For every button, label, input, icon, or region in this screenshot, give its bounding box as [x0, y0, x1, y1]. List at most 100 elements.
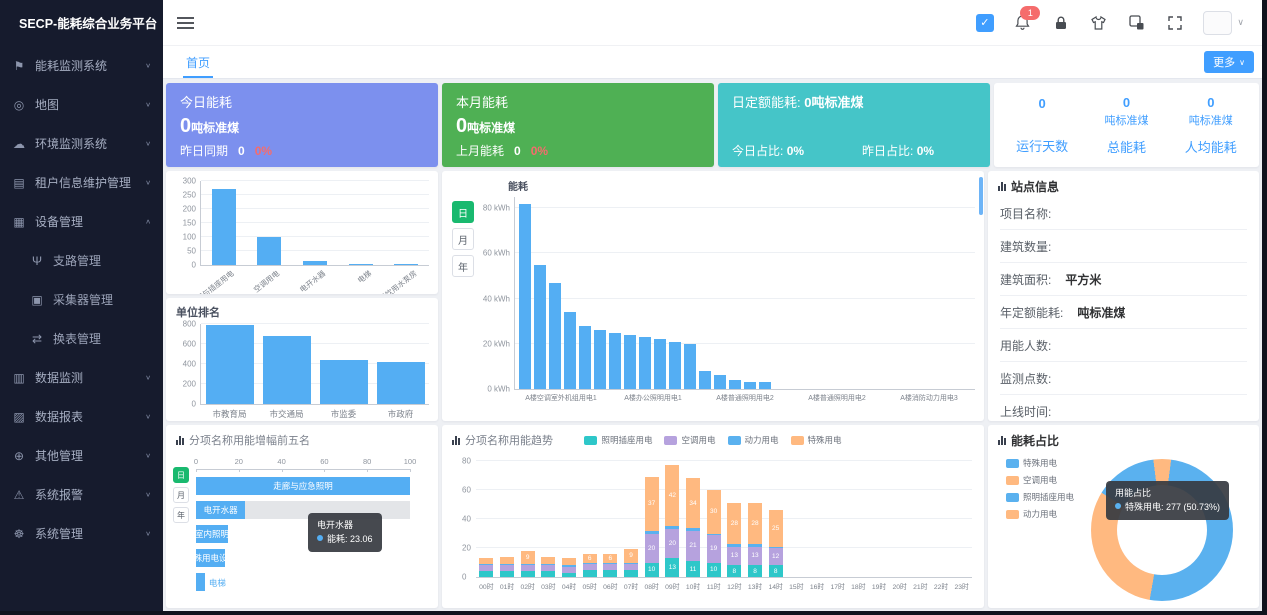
- stack-segment-动力用电[interactable]: [644, 530, 659, 534]
- stack-segment-空调用电[interactable]: [541, 565, 556, 572]
- period-button-月[interactable]: 月: [452, 228, 474, 250]
- stack-segment-空调用电[interactable]: 13: [727, 546, 742, 566]
- stack-segment-特殊用电[interactable]: 9: [520, 550, 535, 564]
- stack-segment-动力用电[interactable]: [624, 562, 638, 564]
- stack-segment-动力用电[interactable]: [500, 563, 514, 566]
- stack-segment-空调用电[interactable]: [624, 563, 638, 570]
- hbar[interactable]: 特殊用电设备: [185, 549, 236, 567]
- stack-segment-特殊用电[interactable]: [541, 556, 556, 564]
- stack-segment-空调用电[interactable]: [500, 565, 514, 572]
- legend-item-特殊用电[interactable]: 特殊用电: [1006, 457, 1074, 469]
- stack-segment-特殊用电[interactable]: 34: [686, 478, 700, 528]
- stack-segment-照明插座用电[interactable]: 8: [768, 565, 783, 577]
- bar[interactable]: [684, 343, 696, 389]
- stack-segment-照明插座用电[interactable]: [624, 569, 638, 577]
- bar[interactable]: [394, 263, 419, 265]
- stack-segment-动力用电[interactable]: [686, 527, 700, 531]
- stack-segment-照明插座用电[interactable]: 10: [644, 562, 659, 577]
- stack-segment-照明插座用电[interactable]: [562, 572, 576, 577]
- bar[interactable]: [624, 334, 636, 389]
- legend-item-空调用电[interactable]: 空调用电: [664, 434, 716, 446]
- stack-segment-空调用电[interactable]: [520, 565, 535, 572]
- bar[interactable]: [609, 332, 621, 389]
- stack-segment-动力用电[interactable]: [562, 565, 576, 567]
- stack-segment-照明插座用电[interactable]: [479, 571, 494, 577]
- stack-segment-动力用电[interactable]: [541, 563, 556, 566]
- stack-segment-空调用电[interactable]: [479, 565, 494, 572]
- stack-segment-特殊用电[interactable]: 6: [582, 553, 597, 563]
- legend-item-照明插座用电[interactable]: 照明插座用电: [584, 434, 652, 446]
- stack-segment-动力用电[interactable]: [665, 526, 680, 530]
- period-button-年[interactable]: 年: [173, 507, 189, 523]
- period-button-日[interactable]: 日: [173, 467, 189, 483]
- sidebar-item-其他管理[interactable]: ⊕ 其他管理 ∨: [0, 436, 163, 475]
- sidebar-item-租户信息维护管理[interactable]: ▤ 租户信息维护管理 ∨: [0, 163, 163, 202]
- lock-icon[interactable]: [1051, 13, 1070, 32]
- hbar[interactable]: 电开水器: [196, 501, 246, 519]
- bar[interactable]: [654, 339, 666, 389]
- bar[interactable]: [549, 282, 561, 389]
- sidebar-item-系统管理[interactable]: ☸ 系统管理 ∨: [0, 514, 163, 553]
- stack-segment-照明插座用电[interactable]: [603, 569, 618, 577]
- stack-segment-照明插座用电[interactable]: 11: [686, 561, 700, 577]
- hbar[interactable]: [196, 573, 205, 591]
- bar[interactable]: [669, 341, 681, 389]
- period-button-年[interactable]: 年: [452, 255, 474, 277]
- more-button[interactable]: 更多 ∨: [1204, 51, 1254, 73]
- hbar[interactable]: 走廊与应急照明: [196, 477, 410, 495]
- card-scrollbar[interactable]: [979, 177, 983, 215]
- sidebar-item-环境监测系统[interactable]: ☁ 环境监测系统 ∨: [0, 124, 163, 163]
- tab-home[interactable]: 首页: [183, 47, 214, 78]
- bar[interactable]: [744, 382, 756, 389]
- language-switch-icon[interactable]: [1127, 13, 1146, 32]
- sidebar-item-系统报警[interactable]: ⚠ 系统报警 ∨: [0, 475, 163, 514]
- legend-item-空调用电[interactable]: 空调用电: [1006, 474, 1074, 486]
- stack-segment-特殊用电[interactable]: 9: [624, 549, 638, 563]
- stack-segment-动力用电[interactable]: [727, 543, 742, 547]
- stack-segment-空调用电[interactable]: [562, 566, 576, 573]
- stack-segment-动力用电[interactable]: [706, 533, 721, 535]
- stack-segment-照明插座用电[interactable]: 13: [665, 558, 680, 577]
- bar[interactable]: [348, 263, 373, 265]
- stack-segment-特殊用电[interactable]: 28: [727, 503, 742, 544]
- legend-item-照明插座用电[interactable]: 照明插座用电: [1006, 491, 1074, 503]
- bar[interactable]: [564, 312, 576, 389]
- legend-item-特殊用电[interactable]: 特殊用电: [790, 434, 842, 446]
- bar[interactable]: [759, 382, 771, 389]
- bar[interactable]: [262, 335, 311, 404]
- sidebar-item-设备管理[interactable]: ▦ 设备管理 ∧: [0, 202, 163, 241]
- bar[interactable]: [534, 264, 546, 389]
- fullscreen-icon[interactable]: [1165, 13, 1184, 32]
- sidebar-item-数据监测[interactable]: ▥ 数据监测 ∨: [0, 358, 163, 397]
- hamburger-menu-icon[interactable]: [177, 14, 194, 32]
- check-square-icon[interactable]: ✓: [975, 13, 994, 32]
- stack-segment-特殊用电[interactable]: [562, 558, 576, 566]
- sidebar-subitem-采集器管理[interactable]: ▣ 采集器管理: [0, 280, 163, 319]
- stack-segment-照明插座用电[interactable]: 8: [727, 565, 742, 577]
- legend-item-动力用电[interactable]: 动力用电: [727, 434, 779, 446]
- stack-segment-动力用电[interactable]: [520, 563, 535, 566]
- stack-segment-动力用电[interactable]: [748, 543, 762, 547]
- stack-segment-照明插座用电[interactable]: [520, 571, 535, 577]
- stack-segment-特殊用电[interactable]: 30: [706, 490, 721, 534]
- stack-segment-空调用电[interactable]: [603, 563, 618, 570]
- bar[interactable]: [376, 362, 425, 404]
- stack-segment-照明插座用电[interactable]: 10: [706, 562, 721, 577]
- stack-segment-照明插座用电[interactable]: [582, 569, 597, 577]
- stack-segment-空调用电[interactable]: 13: [748, 546, 762, 566]
- theme-tshirt-icon[interactable]: [1089, 13, 1108, 32]
- sidebar-subitem-支路管理[interactable]: Ψ 支路管理: [0, 241, 163, 280]
- bar[interactable]: [205, 324, 254, 404]
- bar[interactable]: [714, 375, 726, 389]
- bar[interactable]: [699, 370, 711, 389]
- stack-segment-照明插座用电[interactable]: [500, 571, 514, 577]
- user-avatar-menu[interactable]: ∨: [1203, 10, 1244, 35]
- stack-segment-特殊用电[interactable]: 42: [665, 465, 680, 527]
- period-button-月[interactable]: 月: [173, 487, 189, 503]
- sidebar-item-地图[interactable]: ◎ 地图 ∨: [0, 85, 163, 124]
- stack-segment-空调用电[interactable]: 20: [644, 533, 659, 563]
- stack-segment-空调用电[interactable]: 21: [686, 530, 700, 562]
- stack-segment-动力用电[interactable]: [768, 546, 783, 548]
- stack-segment-空调用电[interactable]: 19: [706, 534, 721, 563]
- bar[interactable]: [257, 237, 282, 265]
